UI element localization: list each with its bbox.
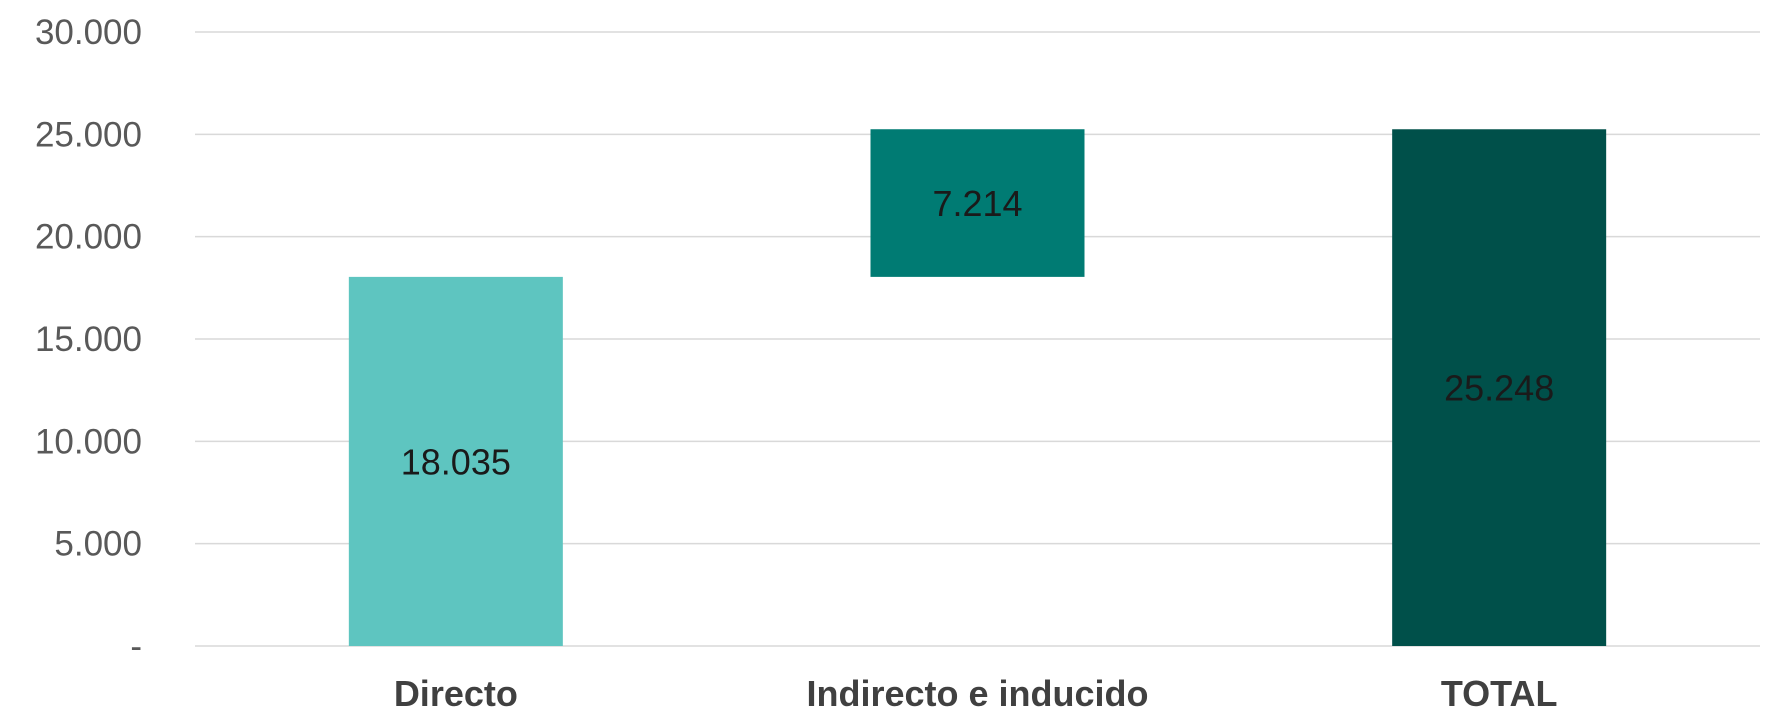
y-tick-label: 15.000 [35,320,142,359]
data-label: 25.248 [1444,368,1554,409]
y-tick-label: - [130,627,142,666]
y-tick-label: 30.000 [35,13,142,52]
y-tick-label: 5.000 [54,525,142,564]
bar-indirecto-e-inducido [870,129,1085,277]
category-label: TOTAL [1441,673,1558,714]
data-label: 7.214 [932,183,1022,224]
data-labels: 18.035 7.214 25.248 [401,183,1554,482]
y-tick-label: 25.000 [35,115,142,154]
category-label: Directo [394,673,518,714]
y-tick-label: 10.000 [35,422,142,461]
y-tick-label: 20.000 [35,218,142,257]
x-axis-category-labels: Directo Indirecto e inducido TOTAL [394,673,1558,714]
category-label: Indirecto e inducido [806,673,1148,714]
bars [348,129,1607,647]
data-label: 18.035 [401,441,511,482]
bar-directo [348,276,563,646]
y-axis-tick-labels: - 5.000 10.000 15.000 20.000 25.000 30.000 [35,13,142,666]
bar-total [1392,129,1607,647]
